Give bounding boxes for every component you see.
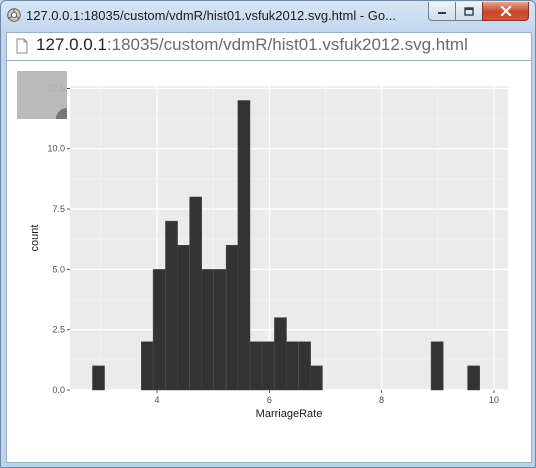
url-text[interactable]: 127.0.0.1:18035/custom/vdmR/hist01.vsfuk…	[36, 35, 468, 55]
url-path: :18035/custom/vdmR/hist01.vsfuk2012.svg.…	[106, 35, 468, 54]
histogram-bar[interactable]	[285, 341, 299, 391]
x-tick-label: 4	[155, 395, 160, 405]
minimize-button[interactable]	[428, 2, 456, 21]
y-axis: 0.02.55.07.510.012.5	[47, 83, 70, 395]
maximize-button[interactable]	[455, 2, 483, 21]
y-axis-title: count	[29, 225, 41, 252]
y-tick-label: 0.0	[52, 385, 65, 395]
close-button[interactable]	[482, 2, 529, 21]
chrome-app-icon	[7, 8, 21, 22]
histogram-bar[interactable]	[310, 365, 323, 391]
histogram-bar[interactable]	[201, 269, 214, 391]
histogram-bars	[92, 100, 480, 391]
x-tick-label: 8	[379, 395, 384, 405]
x-tick-label: 10	[489, 395, 499, 405]
url-host: 127.0.0.1	[36, 35, 107, 54]
y-tick-label: 5.0	[52, 264, 65, 274]
histogram-bar[interactable]	[467, 365, 480, 391]
histogram-bar[interactable]	[250, 341, 263, 391]
minimize-icon	[438, 12, 446, 14]
x-axis-title: MarriageRate	[256, 408, 323, 420]
y-tick-label: 2.5	[52, 325, 65, 335]
title-bar[interactable]: 127.0.0.1:18035/custom/vdmR/hist01.vsfuk…	[1, 1, 535, 31]
x-axis: 4 6 8 10	[155, 390, 499, 405]
window-title: 127.0.0.1:18035/custom/vdmR/hist01.vsfuk…	[26, 8, 396, 23]
zoom-handle-icon	[17, 71, 67, 119]
zoom-handle[interactable]	[17, 71, 67, 119]
y-tick-label: 10.0	[47, 144, 65, 154]
histogram-bar[interactable]	[189, 196, 202, 391]
histogram-bar[interactable]	[92, 365, 105, 391]
histogram-bar[interactable]	[165, 220, 178, 391]
histogram-bar[interactable]	[237, 100, 251, 391]
y-tick-label: 7.5	[52, 204, 65, 214]
maximize-icon	[464, 6, 474, 16]
histogram-bar[interactable]	[430, 341, 444, 391]
histogram-bar[interactable]	[152, 269, 166, 391]
histogram-bar[interactable]	[177, 244, 190, 391]
close-icon	[500, 6, 511, 16]
address-bar[interactable]: 127.0.0.1:18035/custom/vdmR/hist01.vsfuk…	[6, 32, 532, 61]
histogram-bar[interactable]	[225, 244, 239, 391]
plot-panel	[70, 86, 508, 390]
histogram-bar[interactable]	[141, 341, 154, 391]
histogram-bar[interactable]	[261, 341, 275, 391]
histogram-bar[interactable]	[213, 269, 227, 391]
page-document-icon	[16, 38, 28, 54]
histogram-bar[interactable]	[298, 341, 311, 391]
x-tick-label: 6	[267, 395, 272, 405]
histogram-bar[interactable]	[274, 317, 287, 391]
zoom-handle-grip	[56, 108, 67, 119]
